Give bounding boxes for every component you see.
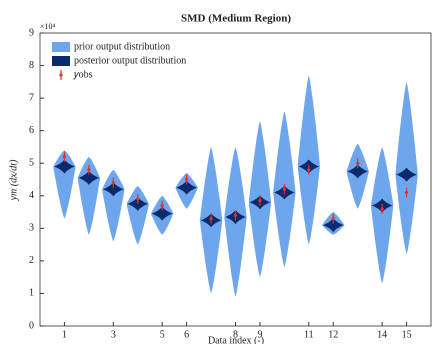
- observation: [87, 168, 91, 172]
- posterior-violin: [396, 167, 417, 182]
- x-tick-label: 1: [62, 329, 67, 340]
- y-tick-label: 3: [29, 223, 34, 234]
- observation: [233, 213, 238, 217]
- y-tick-label: 5: [29, 158, 34, 169]
- observation: [258, 199, 262, 203]
- prior-violin: [371, 146, 394, 284]
- observation: [282, 187, 286, 191]
- posterior-violin: [54, 159, 75, 174]
- observation: [307, 168, 311, 172]
- x-tick-label: 14: [377, 329, 387, 340]
- legend-label: prior output distribution: [74, 41, 170, 52]
- y-tick-label: 1: [29, 288, 34, 299]
- observation: [331, 216, 335, 221]
- posterior-violin: [176, 180, 197, 195]
- legend-swatch: [59, 73, 63, 77]
- chart-title: SMD (Medium Region): [181, 13, 291, 25]
- x-tick-label: 8: [233, 329, 238, 340]
- legend-label: posterior output distribution: [74, 55, 186, 66]
- observation: [136, 197, 140, 201]
- x-tick-label: 11: [304, 329, 314, 340]
- observation: [160, 203, 164, 208]
- x-tick-label: 5: [160, 329, 165, 340]
- y-tick-label: 0: [29, 320, 34, 331]
- y-tick-label: 4: [29, 190, 34, 201]
- observation: [404, 190, 409, 195]
- x-axis-label: Data index (-): [208, 335, 264, 344]
- y-axis-label: ym (dx/dt): [8, 159, 19, 201]
- observation: [356, 161, 360, 165]
- observation: [209, 216, 213, 221]
- y-multiplier: ×10⁴: [40, 22, 56, 31]
- posterior-violin: [103, 182, 124, 197]
- posterior-violin: [78, 170, 100, 185]
- y-tick-label: 8: [29, 60, 34, 71]
- x-tick-label: 6: [184, 329, 189, 340]
- legend-swatch: [52, 56, 70, 66]
- posterior-violin: [347, 164, 368, 179]
- posterior-violin: [151, 206, 173, 221]
- observation: [111, 181, 115, 185]
- posterior-violin: [322, 218, 344, 233]
- observation: [185, 177, 189, 182]
- y-tick-label: 7: [29, 92, 34, 103]
- legend-swatch: [52, 42, 70, 52]
- x-tick-label: 3: [111, 329, 116, 340]
- observation: [62, 155, 67, 159]
- legend-label: 𝑦obs: [73, 69, 93, 80]
- observation: [380, 207, 384, 211]
- prior-violin: [126, 186, 149, 245]
- x-tick-label: 9: [257, 329, 262, 340]
- y-tick-label: 9: [29, 27, 34, 38]
- y-tick-label: 6: [29, 125, 34, 136]
- x-tick-label: 15: [402, 329, 412, 340]
- x-tick-label: 12: [328, 329, 338, 340]
- y-tick-label: 2: [29, 255, 34, 266]
